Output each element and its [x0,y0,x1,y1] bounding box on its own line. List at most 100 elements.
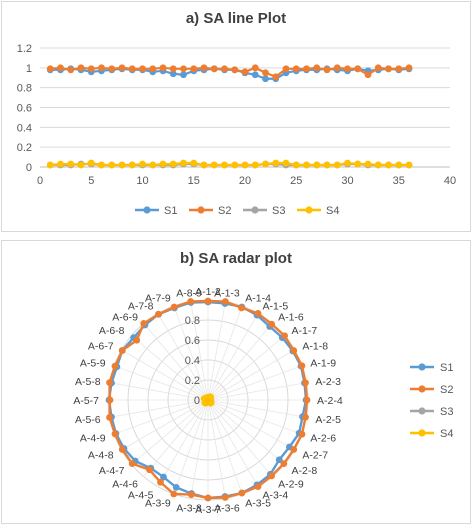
radar-data-point [280,460,288,468]
radar-spoke [207,335,285,401]
radar-data-point [221,494,229,501]
data-point [364,71,372,79]
radar-category-label: A-3-5 [245,497,271,509]
radar-category-label: A-2-3 [315,376,341,388]
legend-label: S1 [440,362,453,374]
radar-data-point [133,336,141,344]
y-tick-label: 0.2 [17,142,32,154]
radar-category-label: A-1-2 [195,286,221,298]
data-point [57,64,64,72]
radar-spoke [190,301,209,401]
y-tick-label: 0.8 [17,83,32,95]
y-tick-label: 0.4 [17,122,32,134]
data-point [262,69,269,77]
radar-category-label: A-5-6 [75,414,101,426]
radar-spoke [157,399,209,487]
radar-category-label: A-1-3 [214,288,240,300]
radar-category-label: A-6-9 [112,312,138,324]
legend-marker [251,206,259,214]
radar-data-point [221,298,229,305]
data-point [46,161,54,169]
radar-category-label: A-6-8 [99,325,125,337]
radar-data-point [238,489,246,497]
radar-spoke [143,399,209,477]
radar-spoke [207,399,243,495]
legend-label: S2 [440,384,453,396]
data-point [149,65,157,73]
data-point [272,159,280,167]
radar-category-label: A-4-6 [112,478,138,490]
data-point [354,65,362,73]
data-point [251,64,259,72]
y-tick-label: 1 [26,63,32,75]
legend-item-s2: S2 [189,205,231,217]
radar-spoke [157,313,209,401]
radar-category-label: A-2-7 [302,450,328,462]
radar-category-label: A-3-6 [214,502,240,514]
data-point [46,65,54,73]
radar-data-point [303,396,311,404]
radar-category-label: A-2-8 [291,465,317,477]
radar-spoke [207,365,303,401]
data-point [221,161,228,169]
data-point [405,161,413,169]
radar-data-point [204,297,212,305]
radar-spoke [207,305,243,401]
radar-data-point [106,379,113,387]
radar-category-label: A-2-4 [317,395,343,407]
legend-label: S3 [272,205,285,217]
radar-legend-item-s1: S1 [410,362,453,374]
data-point [159,160,167,168]
radar-spoke [207,399,226,499]
radar-category-label: A-7-8 [128,301,154,313]
radar-spoke [121,349,209,401]
radar-data-point [290,347,298,354]
radar-spoke [173,399,209,495]
data-point [128,161,136,169]
data-point [118,161,126,169]
radar-category-label: A-2-5 [315,414,341,426]
x-tick-label: 15 [188,175,200,187]
radar-data-point [111,362,119,370]
y-tick-label: 0 [26,162,32,174]
series-s4 [46,159,413,169]
data-point [108,65,116,73]
radar-category-label: A-7-9 [145,293,171,305]
y-tick-label: 0.6 [17,103,32,115]
data-point [292,161,300,169]
radar-series-s4 [200,393,215,407]
radar-data-point [298,362,306,370]
radar-data-point [204,394,212,402]
data-point [77,161,85,169]
data-point [292,65,300,73]
data-point [303,65,310,73]
legend-marker [305,206,313,214]
radar-spoke [131,335,209,401]
radar-legend-item-s3: S3 [410,406,453,418]
data-point [272,73,280,81]
radar-category-label: A-3-4 [263,489,289,501]
radar-data-point [302,379,309,387]
radar-data-point [106,413,113,421]
legend-marker [418,363,426,371]
radar-category-label: A-3-9 [145,497,171,509]
data-point [210,161,218,169]
radar-spoke [207,313,259,401]
radar-data-point [146,466,153,474]
radar-category-label: A-3-8 [176,502,202,514]
radar-spoke [207,323,273,401]
data-point [180,159,187,167]
data-point [169,160,177,168]
radar-spoke [121,399,209,451]
x-tick-label: 25 [290,175,302,187]
radar-category-label: A-1-7 [291,325,317,337]
radar-data-point [170,303,178,311]
radar-category-label: A-5-8 [75,376,101,388]
radar-data-point [254,483,262,491]
radar-tick-label: 0.8 [185,315,200,327]
data-point [344,159,351,167]
radar-spoke [207,399,307,418]
radar-category-label: A-4-9 [80,432,106,444]
data-point [374,161,382,169]
radar-spoke [207,382,307,401]
